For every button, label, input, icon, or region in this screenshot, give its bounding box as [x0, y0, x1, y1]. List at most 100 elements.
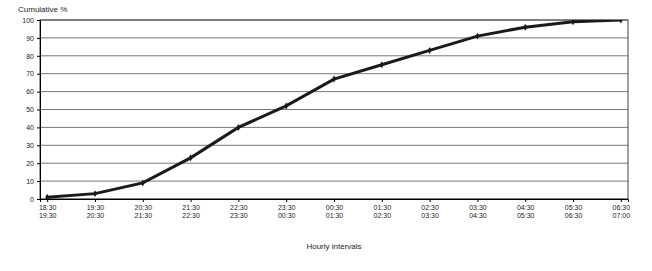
- x-tick: 21:3022:30: [182, 199, 200, 219]
- series: [45, 20, 623, 199]
- x-tick-label-line: 07:00: [613, 212, 631, 219]
- y-tick: 0: [30, 196, 40, 203]
- x-tick-mark: [95, 199, 96, 202]
- x-tick: 19:3020:30: [87, 199, 105, 219]
- grid-line: [40, 55, 628, 56]
- marker: [475, 33, 479, 40]
- y-tick: 100: [22, 17, 40, 24]
- y-tick: 60: [26, 88, 40, 95]
- grid-line: [40, 37, 628, 38]
- x-axis: 18:3019:3019:3020:3020:3021:3021:3022:30…: [39, 199, 630, 219]
- grid-line: [40, 163, 628, 164]
- y-tick-mark: [37, 56, 40, 57]
- x-tick-label: 00:3001:30: [326, 204, 344, 219]
- y-tick: 90: [26, 35, 40, 42]
- y-tick-label: 70: [26, 70, 34, 77]
- x-tick-label-line: 01:30: [326, 212, 344, 219]
- y-tick-label: 100: [22, 17, 34, 24]
- x-tick-mark: [286, 199, 287, 202]
- x-tick-label-line: 06:30: [613, 204, 631, 211]
- x-tick-label-line: 03:30: [469, 204, 487, 211]
- x-tick-label: 19:3020:30: [87, 204, 105, 219]
- grid-line: [40, 145, 628, 146]
- x-tick-label-line: 04:30: [517, 204, 535, 211]
- y-tick-label: 90: [26, 35, 34, 42]
- plot-frame: [40, 20, 628, 199]
- marker: [571, 20, 575, 25]
- x-tick-mark: [382, 199, 383, 202]
- x-tick-label: 05:3006:30: [565, 204, 583, 219]
- x-tick-label: 21:3022:30: [182, 204, 200, 219]
- grid-line: [40, 109, 628, 110]
- x-tick: 04:3005:30: [517, 199, 535, 219]
- x-axis-title: Hourly intervals: [306, 242, 361, 251]
- y-axis-line: [37, 21, 41, 200]
- x-tick: 23:3000:30: [278, 199, 296, 219]
- y-tick-mark: [37, 38, 40, 39]
- x-tick-label-line: 21:30: [135, 212, 153, 219]
- y-tick-mark: [37, 110, 40, 111]
- y-tick: 80: [26, 53, 40, 60]
- y-tick-mark: [37, 199, 40, 200]
- marker: [284, 102, 288, 109]
- x-tick-label-line: 19:30: [39, 212, 57, 219]
- y-tick: 20: [26, 160, 40, 167]
- x-axis-line: [41, 200, 629, 203]
- marker: [619, 20, 623, 23]
- x-tick-label: 04:3005:30: [517, 204, 535, 219]
- x-tick-mark: [191, 199, 192, 202]
- chart: 010203040506070809010018:3019:3019:3020:…: [0, 0, 652, 271]
- x-tick: 20:3021:30: [135, 199, 153, 219]
- x-tick-label-line: 02:30: [421, 204, 439, 211]
- x-tick-label-line: 01:30: [374, 204, 392, 211]
- x-tick-label: 22:3023:30: [230, 204, 248, 219]
- grid-line: [40, 91, 628, 92]
- y-tick-mark: [37, 20, 40, 21]
- x-tick-label-line: 19:30: [87, 204, 105, 211]
- x-tick-mark: [525, 199, 526, 202]
- plot: 010203040506070809010018:3019:3019:3020:…: [22, 17, 630, 220]
- x-tick-mark: [477, 199, 478, 202]
- x-tick-label-line: 04:30: [469, 212, 487, 219]
- y-tick: 50: [26, 106, 40, 113]
- x-tick: 01:3002:30: [374, 199, 392, 219]
- x-tick-label-line: 23:30: [230, 212, 248, 219]
- x-tick: 03:3004:30: [469, 199, 487, 219]
- marker: [428, 47, 432, 54]
- y-tick-mark: [37, 181, 40, 182]
- x-tick-label-line: 05:30: [565, 204, 583, 211]
- x-tick-mark: [143, 199, 144, 202]
- x-tick-mark: [573, 199, 574, 202]
- x-tick-mark: [430, 199, 431, 202]
- y-tick-label: 10: [26, 178, 34, 185]
- x-tick-label: 03:3004:30: [469, 204, 487, 219]
- y-tick: 10: [26, 178, 40, 185]
- marker: [93, 190, 97, 197]
- y-tick: 30: [26, 142, 40, 149]
- marker: [45, 194, 49, 199]
- y-axis: 0102030405060708090100: [22, 17, 40, 203]
- y-tick-label: 80: [26, 53, 34, 60]
- x-tick-label-line: 22:30: [182, 212, 200, 219]
- line: [47, 20, 621, 197]
- x-tick-label-line: 06:30: [565, 212, 583, 219]
- x-tick-label-line: 21:30: [182, 204, 200, 211]
- marker: [380, 61, 384, 68]
- x-tick-label: 01:3002:30: [374, 204, 392, 219]
- y-tick: 70: [26, 70, 40, 77]
- x-tick-label: 06:3007:00: [613, 204, 631, 219]
- x-tick-mark: [47, 199, 48, 202]
- grid-line: [40, 73, 628, 74]
- x-tick: 05:3006:30: [565, 199, 583, 219]
- y-tick-mark: [37, 163, 40, 164]
- x-tick: 22:3023:30: [230, 199, 248, 219]
- x-tick-label-line: 03:30: [421, 212, 439, 219]
- y-tick-label: 20: [26, 160, 34, 167]
- x-tick-label: 02:3003:30: [421, 204, 439, 219]
- x-tick-label: 18:3019:30: [39, 204, 57, 219]
- x-tick-mark: [621, 199, 622, 202]
- x-tick-label-line: 00:30: [326, 204, 344, 211]
- x-tick-mark: [334, 199, 335, 202]
- x-tick-label: 23:3000:30: [278, 204, 296, 219]
- x-tick: 02:3003:30: [421, 199, 439, 219]
